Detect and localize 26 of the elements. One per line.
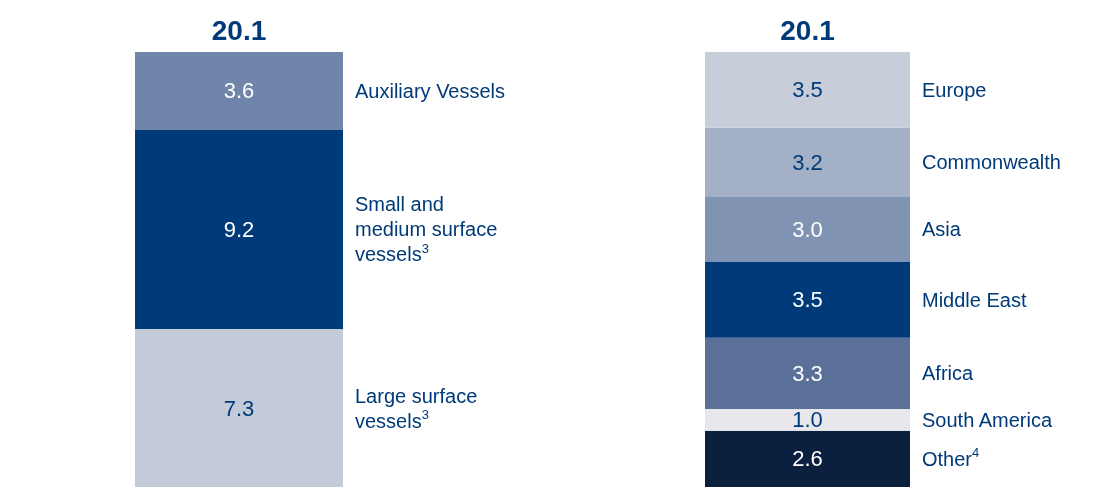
bar: [705, 337, 910, 410]
data-label: 2.6: [792, 446, 823, 472]
data-label: 3.3: [792, 360, 823, 386]
data-label: 3.2: [792, 149, 823, 175]
total-label: 20.1: [211, 14, 267, 46]
data-label: 3.5: [792, 287, 823, 313]
data-label: 1.0: [792, 407, 823, 433]
series-label: South America: [922, 408, 1053, 431]
series-label: Europe: [922, 78, 987, 101]
bar: [705, 127, 910, 197]
bar: [705, 261, 910, 338]
total-label: 20.1: [780, 14, 835, 46]
data-label: 9.2: [223, 216, 255, 242]
data-label: 7.3: [223, 395, 255, 421]
data-label: 3.0: [792, 216, 823, 242]
series-label: Asia: [922, 218, 962, 241]
series-label: Commonwealth: [922, 151, 1061, 174]
data-label: 3.6: [223, 78, 255, 104]
bar: [705, 409, 910, 431]
data-label: 3.5: [792, 77, 823, 103]
bar: [705, 430, 910, 487]
bar: [705, 52, 910, 128]
series-label: Africa: [922, 362, 974, 385]
series-label: Auxiliary Vessels: [355, 79, 506, 102]
bar: [705, 197, 910, 262]
series-label: Middle East: [922, 288, 1027, 311]
